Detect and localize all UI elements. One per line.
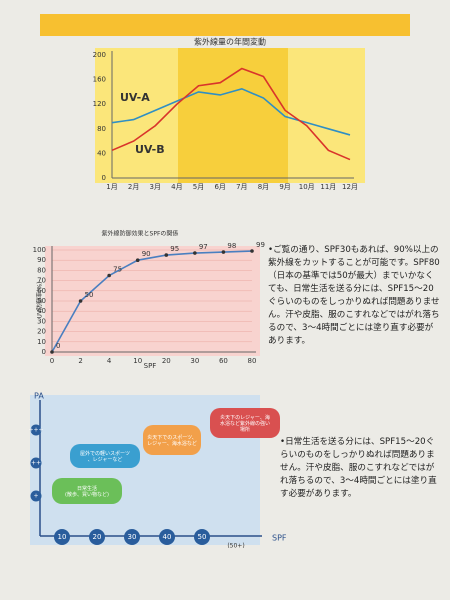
point — [193, 251, 197, 255]
y-tick-label: 40 — [97, 149, 106, 157]
tick-badge — [30, 490, 42, 502]
x-axis-label: SPF — [144, 362, 157, 370]
series-line — [51, 250, 253, 353]
y-tick-label: + — [33, 493, 38, 500]
x-tick-label: 30 — [128, 533, 137, 541]
x-tick-label: 2月 — [128, 183, 139, 191]
paragraph: •日常生活を送る分には、SPF15～20ぐらいのものをしっかりぬれば問題ありませ… — [280, 437, 437, 499]
x-tick-label: 20 — [162, 357, 171, 365]
tick-badge — [30, 424, 42, 436]
y-tick-label: 40 — [37, 307, 46, 315]
node-label: 炎天下でのスポーツ、レジャー、海水浴など — [147, 434, 197, 447]
node-label: 日常生活(散歩、買い物など) — [65, 485, 109, 498]
x-tick-label: 5月 — [193, 183, 204, 191]
y-axis-label: UV防御率(%) — [36, 282, 44, 319]
tick-badge — [124, 529, 140, 545]
x-tick-label: 40 — [163, 533, 172, 541]
data-label: 98 — [227, 242, 236, 250]
x-extra-label: (50+) — [227, 543, 244, 550]
x-tick-label: 2 — [78, 357, 82, 365]
tick-badge — [89, 529, 105, 545]
y-tick-label: 0 — [102, 174, 106, 182]
node — [70, 444, 140, 468]
legend-label: UV-A — [120, 91, 150, 104]
data-label: 0 — [56, 342, 60, 350]
node — [210, 408, 280, 438]
y-tick-label: 120 — [93, 100, 106, 108]
chart-title: 紫外線防御効果とSPFの関係 — [102, 230, 179, 238]
x-tick-label: 20 — [93, 533, 102, 541]
tick-badge — [194, 529, 210, 545]
node — [143, 425, 201, 455]
y-tick-label: 20 — [37, 328, 46, 336]
data-label: 90 — [142, 250, 151, 258]
y-tick-label: 70 — [37, 277, 46, 285]
x-axis-label: SPF — [272, 534, 287, 543]
header-band — [40, 14, 410, 36]
y-tick-label: 50 — [37, 297, 46, 305]
data-label: 99 — [256, 241, 265, 249]
node-label: 屋外での軽いスポーツ、レジャーなど — [80, 450, 130, 463]
legend-label: UV-B — [135, 143, 165, 156]
x-tick-label: 7月 — [236, 183, 247, 191]
x-tick-label: 30 — [190, 357, 199, 365]
x-tick-label: 1月 — [106, 183, 117, 191]
x-tick-label: 3月 — [150, 183, 161, 191]
tick-badge — [30, 457, 42, 469]
point — [250, 249, 254, 253]
y-tick-label: 60 — [37, 287, 46, 295]
y-tick-label: 80 — [37, 266, 46, 274]
x-tick-label: 9月 — [279, 183, 290, 191]
data-label: 97 — [199, 243, 208, 251]
data-label: 75 — [113, 266, 122, 274]
data-label: 50 — [85, 291, 94, 299]
point — [107, 273, 111, 278]
tick-badge — [54, 529, 70, 545]
x-tick-label: 8月 — [258, 183, 269, 191]
x-tick-label: 60 — [219, 357, 228, 365]
y-tick-label: 200 — [93, 51, 106, 59]
y-tick-label: ++ — [31, 460, 41, 467]
y-tick-label: 30 — [37, 317, 46, 325]
y-tick-label: 160 — [93, 76, 106, 84]
point — [135, 258, 140, 263]
x-tick-label: 10月 — [299, 183, 315, 191]
node — [52, 478, 122, 504]
x-tick-label: 80 — [248, 357, 257, 365]
data-label: 95 — [170, 245, 179, 253]
point — [78, 299, 83, 303]
y-tick-label: +++ — [28, 427, 43, 434]
x-tick-label: 0 — [50, 357, 54, 365]
y-tick-label: 80 — [97, 125, 106, 133]
y-tick-label: 10 — [37, 338, 46, 346]
paragraph: •ご覧の通り、SPF30もあれば、90%以上の紫外線をカットすることが可能です。… — [268, 245, 440, 346]
x-tick-label: 6月 — [214, 183, 225, 191]
y-tick-label: 100 — [33, 246, 46, 254]
series-line — [111, 67, 351, 161]
tick-badge — [159, 529, 175, 545]
y-tick-label: 90 — [37, 256, 46, 264]
summer-band — [178, 48, 288, 183]
series-line — [111, 87, 351, 136]
x-tick-label: 4月 — [171, 183, 182, 191]
chart-title: 紫外線量の年間変動 — [194, 37, 266, 47]
x-tick-label: 4 — [107, 357, 112, 365]
y-tick-label: 0 — [42, 348, 46, 356]
x-tick-label: 10 — [133, 357, 142, 365]
node-label: 炎天下のレジャー、海水浴など紫外線の強い場所 — [220, 414, 270, 433]
x-tick-label: 10 — [58, 533, 67, 541]
point — [50, 350, 54, 354]
x-tick-label: 11月 — [320, 183, 336, 191]
x-tick-label: 12月 — [342, 183, 358, 191]
y-axis-label: PA — [34, 392, 44, 401]
point — [164, 253, 169, 257]
point — [221, 250, 226, 254]
x-tick-label: 50 — [198, 533, 207, 541]
